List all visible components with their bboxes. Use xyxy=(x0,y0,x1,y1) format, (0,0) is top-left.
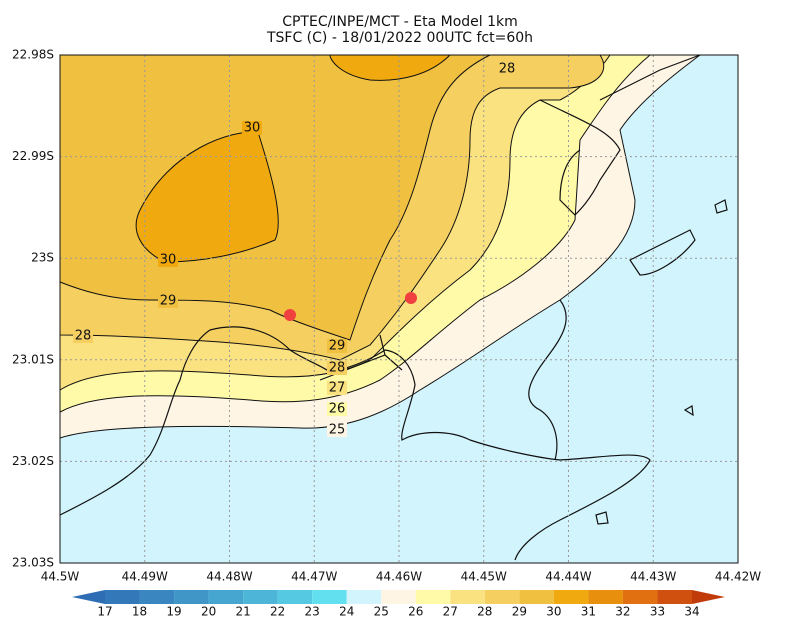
marker xyxy=(405,292,417,304)
colorbar-swatch xyxy=(139,590,175,604)
title: CPTEC/INPE/MCT - Eta Model 1km xyxy=(282,14,518,30)
x-tick-label: 44.43W xyxy=(630,570,676,584)
y-tick-label: 23.02S xyxy=(12,454,54,468)
contour-label: 25 xyxy=(329,423,346,438)
colorbar-swatch xyxy=(243,590,278,604)
colorbar-swatch xyxy=(484,590,520,604)
colorbar-label: 32 xyxy=(615,605,630,618)
coast-line xyxy=(539,99,621,216)
colorbar-label: 33 xyxy=(650,605,665,618)
fills xyxy=(59,54,738,563)
colorbar-label: 34 xyxy=(684,605,699,618)
colorbar-label: 29 xyxy=(512,605,527,618)
colorbar-swatch xyxy=(588,590,623,604)
colorbar-label: 28 xyxy=(477,605,492,618)
colorbar-label: 21 xyxy=(235,605,250,618)
label-bg xyxy=(73,329,93,343)
coastline xyxy=(59,54,728,561)
colorbar-label: 23 xyxy=(305,605,320,618)
contour-label: 27 xyxy=(329,381,346,396)
y-tick-label: 23S xyxy=(31,251,54,265)
colorbar-end xyxy=(692,590,725,604)
y-tick-label: 22.98S xyxy=(12,48,54,62)
x-tick-label: 44.5W xyxy=(41,570,80,584)
colorbar-label: 20 xyxy=(201,605,216,618)
colorbar-end xyxy=(72,590,105,604)
colorbar-swatch xyxy=(657,590,692,604)
colorbar-swatch xyxy=(277,590,313,604)
label-bg xyxy=(158,294,178,308)
contour-labels: 30 30 29 28 29 28 27 26 25 28 xyxy=(73,62,517,438)
marker xyxy=(284,309,296,321)
colorbar-label: 31 xyxy=(581,605,596,618)
label-bg xyxy=(327,361,347,375)
contour-label: 28 xyxy=(75,329,92,344)
colorbar-label: 27 xyxy=(443,605,458,618)
label-bg xyxy=(327,423,347,437)
label-bg xyxy=(327,402,347,416)
x-tick-label: 44.45W xyxy=(461,570,507,584)
colorbar-swatch xyxy=(415,590,451,604)
coast-line xyxy=(528,299,567,461)
island xyxy=(714,199,728,214)
x-tick-label: 44.48W xyxy=(206,570,252,584)
colorbar-swatch xyxy=(553,590,589,604)
contour-label: 29 xyxy=(329,339,346,354)
band-fill xyxy=(329,54,452,81)
contour-label: 30 xyxy=(160,253,177,268)
coast-line xyxy=(599,54,701,101)
label-bg xyxy=(327,339,347,353)
subtitle: TSFC (C) - 18/01/2022 00UTC fct=60h xyxy=(266,30,533,46)
x-tick-label: 44.44W xyxy=(545,570,591,584)
colorbar-swatch xyxy=(381,590,416,604)
colorbar-label: 18 xyxy=(132,605,147,618)
label-bg xyxy=(242,121,262,135)
y-tick-label: 23.01S xyxy=(12,352,54,366)
colorbar-swatch xyxy=(208,590,244,604)
colorbar-swatch xyxy=(346,590,382,604)
contour-label: 26 xyxy=(329,402,346,417)
label-bg xyxy=(497,62,517,76)
colorbar-label: 19 xyxy=(166,605,181,618)
colorbar-label: 24 xyxy=(339,605,354,618)
colorbar-swatch xyxy=(519,590,554,604)
x-tick-label: 44.49W xyxy=(122,570,168,584)
band-fill xyxy=(135,131,279,263)
x-tick-label: 44.46W xyxy=(376,570,422,584)
colorbar-swatch xyxy=(105,590,140,604)
label-bg xyxy=(327,381,347,395)
contour-label: 30 xyxy=(244,121,261,136)
coast-line xyxy=(59,326,651,561)
y-tick-label: 22.99S xyxy=(12,149,54,163)
colorbar-swatch xyxy=(450,590,485,604)
colorbar: 17 18 19 20 21 22 23 24 25 26 27 28 29 30 31 32 33 34 xyxy=(72,590,725,618)
frame xyxy=(59,54,739,564)
y-tick-label: 23.03S xyxy=(12,556,54,570)
label-bg xyxy=(158,253,178,267)
colorbar-label: 17 xyxy=(97,605,112,618)
colorbar-swatch xyxy=(622,590,658,604)
colorbar-label: 26 xyxy=(408,605,423,618)
x-tick-label: 44.42W xyxy=(715,570,761,584)
coast-line xyxy=(629,229,696,276)
colorbar-label: 22 xyxy=(270,605,285,618)
colorbar-swatch xyxy=(312,590,347,604)
colorbar-label: 25 xyxy=(374,605,389,618)
island xyxy=(595,405,694,525)
contour-label: 29 xyxy=(160,294,177,309)
contour-label: 28 xyxy=(499,62,516,77)
x-tick-label: 44.47W xyxy=(291,570,337,584)
contour-label: 28 xyxy=(329,361,346,376)
colorbar-swatch xyxy=(174,590,209,604)
colorbar-label: 30 xyxy=(546,605,561,618)
